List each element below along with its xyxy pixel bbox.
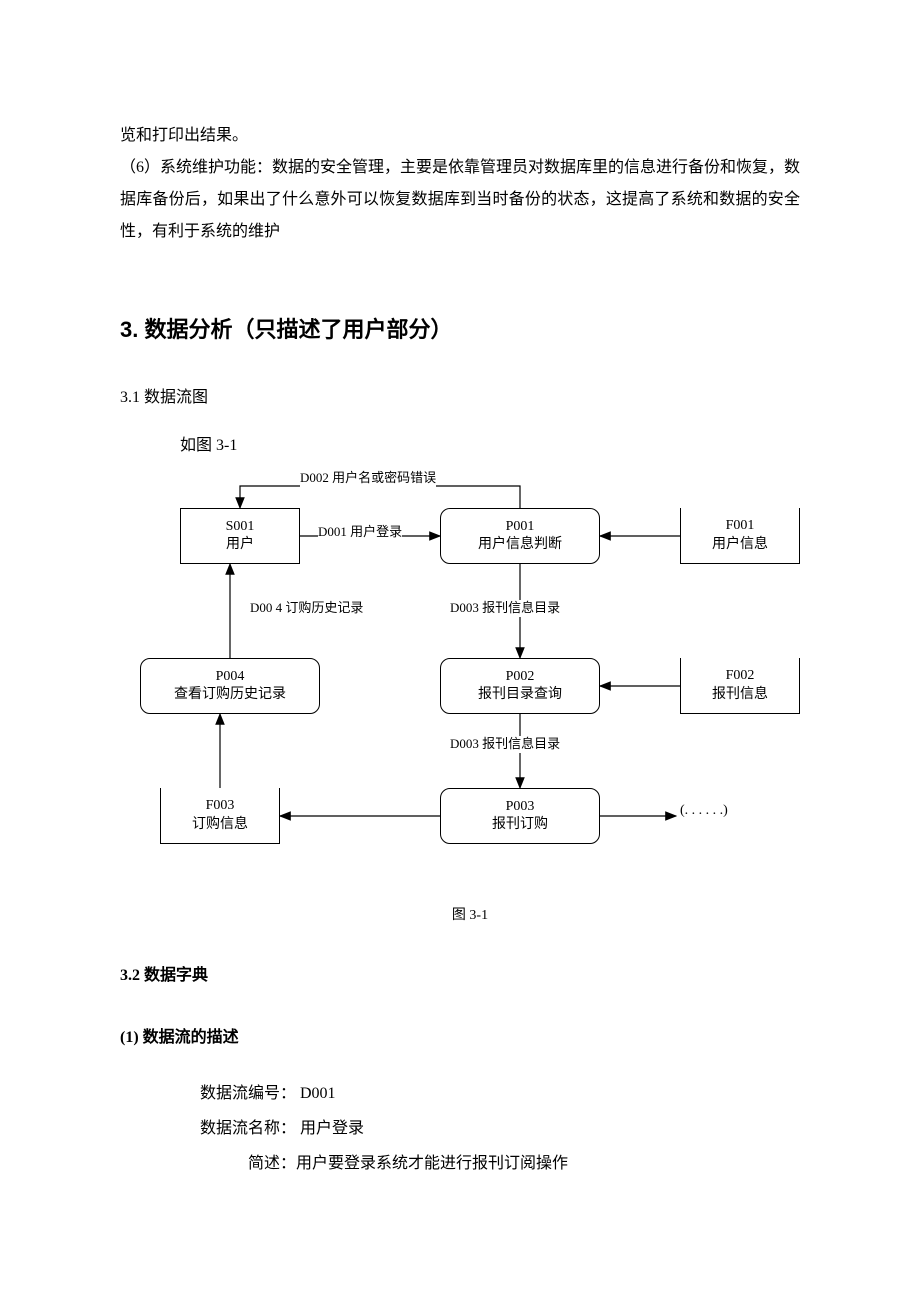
subsection-1-title: (1) 数据流的描述	[120, 1022, 800, 1054]
node-label: 订购信息	[192, 816, 248, 834]
node-F003: F003订购信息	[160, 788, 280, 844]
dataflow-diagram-wrap: S001用户 P001用户信息判断 F001用户信息 P004查看订购历史记录 P002…	[120, 468, 820, 930]
dict-row-id: 数据流编号： D001	[200, 1076, 800, 1111]
node-label: 查看订购历史记录	[174, 686, 286, 704]
intro-para-2: （6）系统维护功能：数据的安全管理，主要是依靠管理员对数据库里的信息进行备份和恢…	[120, 152, 800, 248]
node-id: P002	[506, 668, 535, 686]
node-P001: P001用户信息判断	[440, 508, 600, 564]
edge-label-D001: D001 用户登录	[318, 524, 402, 541]
node-P003: P003报刊订购	[440, 788, 600, 844]
document-page: 览和打印出结果。 （6）系统维护功能：数据的安全管理，主要是依靠管理员对数据库里…	[0, 0, 920, 1242]
section-3-title: 3. 数据分析（只描述了用户部分）	[120, 308, 800, 352]
section-3-2-title: 3.2 数据字典	[120, 960, 800, 992]
node-id: P003	[506, 798, 535, 816]
node-P002: P002报刊目录查询	[440, 658, 600, 714]
data-dictionary-block: 数据流编号： D001 数据流名称： 用户登录 简述：用户要登录系统才能进行报刊…	[200, 1076, 800, 1182]
node-label: 报刊订购	[492, 816, 548, 834]
intro-para-1: 览和打印出结果。	[120, 120, 800, 152]
node-id: F001	[726, 517, 755, 535]
node-id: F002	[726, 667, 755, 685]
node-P004: P004查看订购历史记录	[140, 658, 320, 714]
node-id: F003	[206, 797, 235, 815]
node-S001: S001用户	[180, 508, 300, 564]
node-label: (. . . . . .)	[680, 802, 790, 820]
node-F001: F001用户信息	[680, 508, 800, 564]
node-F002: F002报刊信息	[680, 658, 800, 714]
arrow-P001-to-S001-top	[240, 486, 520, 508]
node-id: P001	[506, 518, 535, 536]
dataflow-diagram: S001用户 P001用户信息判断 F001用户信息 P004查看订购历史记录 P002…	[120, 468, 820, 898]
dict-row-desc: 简述：用户要登录系统才能进行报刊订阅操作	[200, 1146, 800, 1181]
node-label: 报刊目录查询	[478, 686, 562, 704]
node-extra: (. . . . . .)	[680, 802, 790, 830]
node-label: 用户信息判断	[478, 536, 562, 554]
node-id: P004	[216, 668, 245, 686]
edge-label-D003a: D003 报刊信息目录	[450, 600, 560, 617]
edge-label-D003b: D003 报刊信息目录	[450, 736, 560, 753]
dict-row-name: 数据流名称： 用户登录	[200, 1111, 800, 1146]
node-label: 用户	[226, 536, 254, 554]
figure-caption: 图 3-1	[120, 902, 820, 930]
edge-label-D004: D00 4 订购历史记录	[250, 600, 363, 617]
figure-reference: 如图 3-1	[180, 430, 800, 462]
node-label: 报刊信息	[712, 686, 768, 704]
edge-label-D002: D002 用户名或密码错误	[300, 470, 436, 487]
section-3-1-title: 3.1 数据流图	[120, 382, 800, 414]
node-id: S001	[226, 518, 255, 536]
node-label: 用户信息	[712, 536, 768, 554]
